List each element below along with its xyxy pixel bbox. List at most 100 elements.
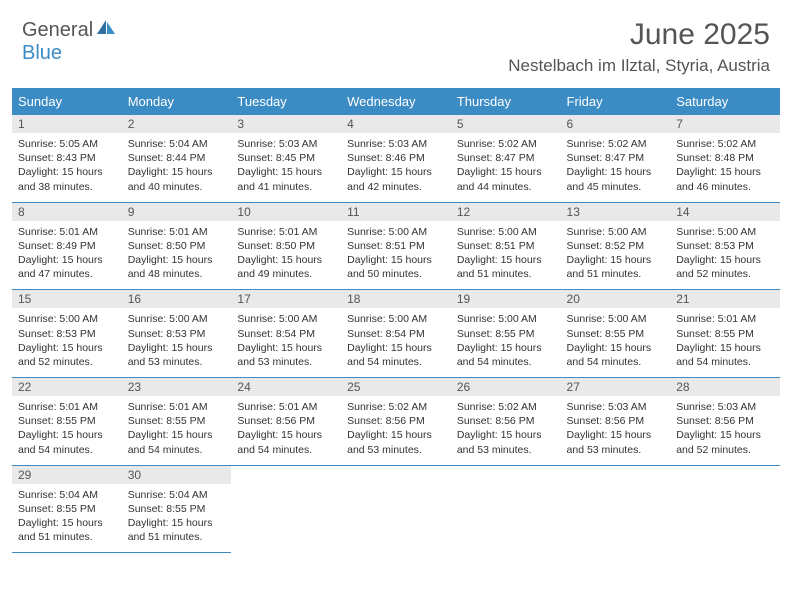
- sunrise-line: Sunrise: 5:04 AM: [18, 489, 98, 501]
- calendar-row: 8Sunrise: 5:01 AMSunset: 8:49 PMDaylight…: [12, 202, 780, 290]
- day-info: Sunrise: 5:03 AMSunset: 8:46 PMDaylight:…: [341, 133, 451, 202]
- calendar-row: 22Sunrise: 5:01 AMSunset: 8:55 PMDayligh…: [12, 378, 780, 466]
- sunrise-line: Sunrise: 5:00 AM: [18, 313, 98, 325]
- calendar-table: Sunday Monday Tuesday Wednesday Thursday…: [12, 88, 780, 553]
- col-thursday: Thursday: [451, 88, 561, 115]
- day-number: 29: [12, 466, 122, 484]
- day-info: Sunrise: 5:00 AM Sunset: 8:55 PM Daylight:…: [561, 308, 671, 377]
- day-info: Sunrise: 5:00 AM Sunset: 8:55 PM Daylight:…: [451, 308, 561, 377]
- day-number: 19: [451, 290, 561, 308]
- day-number: 2: [122, 115, 232, 133]
- day-info: Sunrise: 5:03 AMSunset: 8:45 PMDaylight:…: [231, 133, 341, 202]
- daylight-line: Daylight: 15 hours and 51 minutes.: [18, 517, 103, 543]
- sunrise-line: Sunrise: 5:00 AM: [567, 226, 647, 238]
- calendar-cell: 11Sunrise: 5:00 AMSunset: 8:51 PMDayligh…: [341, 202, 451, 290]
- header: General Blue June 2025 Nestelbach im Ilz…: [0, 0, 792, 80]
- day-number: 12: [451, 203, 561, 221]
- calendar-cell: 1Sunrise: 5:05 AMSunset: 8:43 PMDaylight…: [12, 115, 122, 202]
- logo-text: General Blue: [22, 18, 117, 65]
- day-number: 9: [122, 203, 232, 221]
- sunrise-line: Sunrise: 5:01 AM: [237, 401, 317, 413]
- col-saturday: Saturday: [670, 88, 780, 115]
- sunrise-line: Sunrise: 5:03 AM: [567, 401, 647, 413]
- day-number: 5: [451, 115, 561, 133]
- calendar-cell: 15Sunrise: 5:00 AMSunset: 8:53 PMDayligh…: [12, 290, 122, 378]
- daylight-line: Daylight: 15 hours and 51 minutes.: [457, 254, 542, 280]
- calendar-cell: 13Sunrise: 5:00 AMSunset: 8:52 PMDayligh…: [561, 202, 671, 290]
- calendar-cell: 17Sunrise: 5:00 AMSunset: 8:54 PMDayligh…: [231, 290, 341, 378]
- day-number: 18: [341, 290, 451, 308]
- sunset-line: Sunset: 8:44 PM: [128, 152, 206, 164]
- page-title: June 2025: [508, 18, 770, 52]
- sunrise-line: Sunrise: 5:00 AM: [347, 313, 427, 325]
- day-number: 8: [12, 203, 122, 221]
- calendar-cell: 18Sunrise: 5:00 AMSunset: 8:54 PMDayligh…: [341, 290, 451, 378]
- calendar-row: 1Sunrise: 5:05 AMSunset: 8:43 PMDaylight…: [12, 115, 780, 202]
- calendar-cell: 20Sunrise: 5:00 AMSunset: 8:55 PMDayligh…: [561, 290, 671, 378]
- day-info: Sunrise: 5:01 AMSunset: 8:55 PMDaylight:…: [122, 396, 232, 465]
- calendar-cell: 30Sunrise: 5:04 AMSunset: 8:55 PMDayligh…: [122, 465, 232, 553]
- daylight-line: Daylight: 15 hours and 53 minutes.: [128, 342, 213, 368]
- calendar-cell: 26Sunrise: 5:02 AMSunset: 8:56 PMDayligh…: [451, 378, 561, 466]
- daylight-line: Daylight: 15 hours and 52 minutes.: [18, 342, 103, 368]
- col-sunday: Sunday: [12, 88, 122, 115]
- day-info: Sunrise: 5:04 AMSunset: 8:44 PMDaylight:…: [122, 133, 232, 202]
- day-info: Sunrise: 5:05 AMSunset: 8:43 PMDaylight:…: [12, 133, 122, 202]
- title-block: June 2025 Nestelbach im Ilztal, Styria, …: [508, 18, 770, 76]
- daylight-line: Daylight: 15 hours and 52 minutes.: [676, 429, 761, 455]
- sunrise-line: Sunrise: 5:03 AM: [347, 138, 427, 150]
- calendar-cell: [670, 465, 780, 553]
- day-info: Sunrise: 5:01 AMSunset: 8:49 PMDaylight:…: [12, 221, 122, 290]
- sunrise-line: Sunrise: 5:00 AM: [567, 313, 647, 325]
- sunset-line: Sunset: 8:47 PM: [567, 152, 645, 164]
- day-number: 3: [231, 115, 341, 133]
- daylight-line: Daylight: 15 hours and 45 minutes.: [567, 166, 652, 192]
- day-info: Sunrise: 5:04 AMSunset: 8:55 PMDaylight:…: [122, 484, 232, 553]
- sunset-line: Sunset: 8:48 PM: [676, 152, 754, 164]
- col-tuesday: Tuesday: [231, 88, 341, 115]
- daylight-line: Daylight: 15 hours and 42 minutes.: [347, 166, 432, 192]
- daylight-line: Daylight: 15 hours and 53 minutes.: [457, 429, 542, 455]
- sunset-line: Sunset: 8:55 PM: [567, 328, 645, 340]
- sunset-line: Sunset: 8:55 PM: [676, 328, 754, 340]
- calendar-cell: 27Sunrise: 5:03 AMSunset: 8:56 PMDayligh…: [561, 378, 671, 466]
- day-info: Sunrise: 5:01 AMSunset: 8:50 PMDaylight:…: [231, 221, 341, 290]
- sunrise-line: Sunrise: 5:00 AM: [676, 226, 756, 238]
- daylight-line: Daylight: 15 hours and 54 minutes.: [18, 429, 103, 455]
- daylight-line: Daylight: 15 hours and 48 minutes.: [128, 254, 213, 280]
- daylight-line: Daylight: 15 hours and 54 minutes.: [457, 342, 542, 368]
- day-number: 21: [670, 290, 780, 308]
- calendar-row: 29Sunrise: 5:04 AMSunset: 8:55 PMDayligh…: [12, 465, 780, 553]
- calendar-cell: 4Sunrise: 5:03 AMSunset: 8:46 PMDaylight…: [341, 115, 451, 202]
- sunset-line: Sunset: 8:43 PM: [18, 152, 96, 164]
- sunrise-line: Sunrise: 5:01 AM: [18, 401, 98, 413]
- day-number: 23: [122, 378, 232, 396]
- day-number: 6: [561, 115, 671, 133]
- day-number: 24: [231, 378, 341, 396]
- sunrise-line: Sunrise: 5:00 AM: [457, 313, 537, 325]
- sunset-line: Sunset: 8:52 PM: [567, 240, 645, 252]
- logo: General Blue: [22, 18, 117, 65]
- col-wednesday: Wednesday: [341, 88, 451, 115]
- calendar-cell: 2Sunrise: 5:04 AMSunset: 8:44 PMDaylight…: [122, 115, 232, 202]
- daylight-line: Daylight: 15 hours and 54 minutes.: [567, 342, 652, 368]
- day-number: 1: [12, 115, 122, 133]
- calendar-cell: 29Sunrise: 5:04 AMSunset: 8:55 PMDayligh…: [12, 465, 122, 553]
- day-info: Sunrise: 5:03 AMSunset: 8:56 PMDaylight:…: [561, 396, 671, 465]
- sunrise-line: Sunrise: 5:01 AM: [128, 226, 208, 238]
- day-number: 28: [670, 378, 780, 396]
- sunrise-line: Sunrise: 5:01 AM: [18, 226, 98, 238]
- day-info: Sunrise: 5:01 AM Sunset: 8:50 PM Daylight:…: [122, 221, 232, 290]
- sunset-line: Sunset: 8:47 PM: [457, 152, 535, 164]
- day-info: Sunrise: 5:00 AMSunset: 8:54 PMDaylight:…: [231, 308, 341, 377]
- day-info: Sunrise: 5:02 AMSunset: 8:47 PMDaylight:…: [561, 133, 671, 202]
- calendar-cell: 23Sunrise: 5:01 AMSunset: 8:55 PMDayligh…: [122, 378, 232, 466]
- sunrise-line: Sunrise: 5:02 AM: [457, 401, 537, 413]
- logo-text-general: General: [22, 19, 93, 41]
- sunset-line: Sunset: 8:54 PM: [347, 328, 425, 340]
- sunset-line: Sunset: 8:55 PM: [457, 328, 535, 340]
- day-number: 25: [341, 378, 451, 396]
- sunset-line: Sunset: 8:54 PM: [237, 328, 315, 340]
- sunrise-line: Sunrise: 5:03 AM: [676, 401, 756, 413]
- sunset-line: Sunset: 8:50 PM: [128, 240, 206, 252]
